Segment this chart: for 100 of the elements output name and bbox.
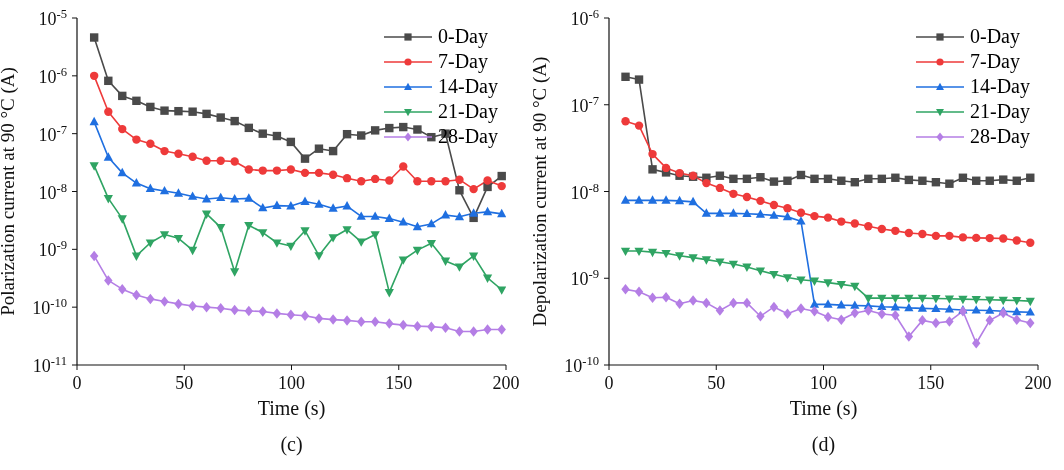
point	[918, 315, 927, 326]
point	[118, 283, 127, 295]
point	[810, 211, 819, 221]
point	[328, 203, 338, 212]
point	[661, 249, 671, 259]
legend-label: 14-Day	[438, 74, 498, 99]
point	[945, 179, 954, 188]
point	[702, 297, 711, 309]
point	[823, 299, 833, 308]
point	[945, 231, 954, 241]
point	[413, 177, 422, 186]
point	[810, 174, 819, 184]
point	[917, 303, 927, 312]
y-tick-label: 10$^{-10}$	[564, 354, 599, 376]
point	[904, 175, 914, 185]
point	[702, 178, 711, 188]
point	[188, 191, 198, 200]
point	[357, 316, 366, 327]
text: (c)	[279, 433, 304, 456]
point	[89, 71, 99, 81]
point	[258, 306, 267, 317]
point	[1026, 317, 1035, 329]
point	[999, 307, 1008, 319]
point	[701, 256, 711, 265]
point	[103, 195, 113, 204]
point	[314, 168, 324, 178]
x-axis-title: Time (s)	[257, 397, 326, 420]
point	[483, 324, 492, 335]
point	[370, 126, 380, 135]
point	[985, 305, 995, 314]
y-tick-label: 10$^{-10}$	[32, 296, 67, 319]
point	[385, 176, 394, 185]
point	[715, 208, 725, 217]
point	[483, 176, 492, 185]
point	[370, 174, 380, 184]
x-tick-label: 150	[385, 373, 413, 393]
point	[917, 294, 927, 304]
point	[117, 167, 127, 177]
point	[201, 194, 212, 203]
point	[469, 326, 478, 337]
point	[688, 196, 698, 206]
point	[634, 195, 644, 204]
point	[769, 177, 779, 186]
point	[729, 174, 738, 184]
point	[810, 305, 819, 317]
x-tick-label: 100	[810, 373, 837, 393]
point	[621, 72, 630, 81]
point	[230, 268, 240, 277]
point	[258, 166, 267, 175]
point	[931, 295, 941, 304]
point	[174, 298, 183, 310]
point	[1012, 297, 1022, 306]
point	[454, 263, 465, 272]
point	[427, 177, 436, 186]
point	[1012, 236, 1021, 245]
point	[634, 286, 644, 297]
point	[173, 234, 184, 244]
x-tick-label: 100	[278, 373, 305, 393]
point	[244, 305, 254, 317]
point	[356, 238, 366, 247]
y-tick-label: 10$^{-6}$	[38, 64, 67, 87]
point	[688, 254, 698, 263]
point	[972, 233, 981, 243]
point	[174, 149, 183, 158]
point	[89, 250, 99, 262]
point	[918, 176, 927, 185]
point	[328, 170, 338, 179]
point	[877, 308, 887, 320]
point	[385, 318, 394, 329]
point	[328, 314, 338, 325]
point	[216, 113, 225, 122]
point	[972, 338, 981, 349]
point	[958, 173, 968, 182]
point	[357, 177, 366, 186]
point	[469, 184, 478, 194]
point	[286, 201, 296, 210]
point	[783, 308, 792, 319]
point	[342, 129, 352, 139]
point	[230, 194, 240, 203]
point	[931, 231, 941, 241]
point	[427, 321, 436, 332]
point	[89, 162, 99, 171]
point	[742, 208, 752, 218]
point	[328, 234, 338, 243]
point	[877, 301, 887, 311]
point	[202, 301, 211, 313]
point	[782, 211, 793, 221]
point	[648, 165, 657, 174]
point	[272, 308, 282, 319]
point	[216, 156, 225, 165]
point	[201, 210, 212, 219]
point	[131, 178, 142, 187]
point	[413, 125, 422, 134]
point	[864, 222, 873, 231]
point	[399, 319, 408, 331]
point	[931, 178, 941, 187]
point	[441, 177, 450, 186]
point	[755, 267, 766, 276]
point	[468, 208, 479, 217]
point	[370, 231, 380, 240]
